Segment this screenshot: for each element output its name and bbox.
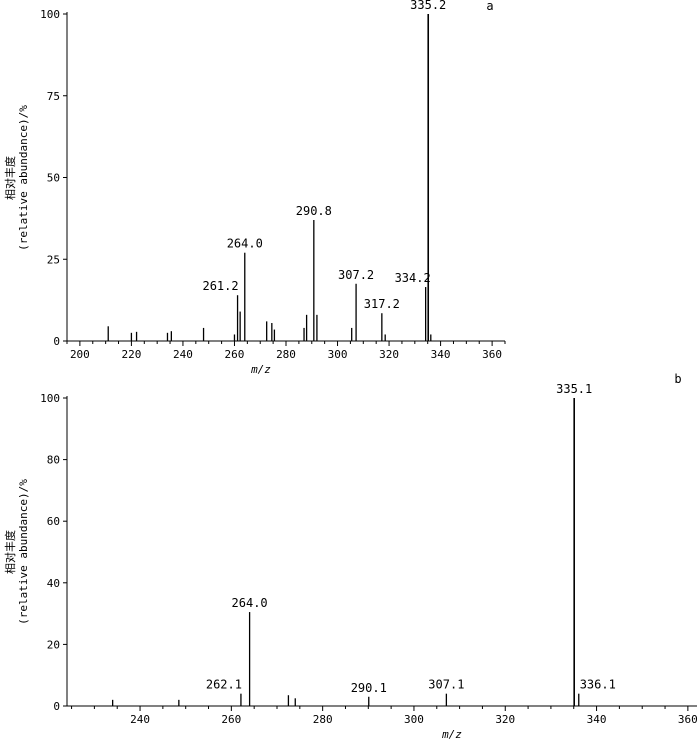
- y-tick-label: 40: [47, 577, 60, 590]
- peak-label: 290.1: [351, 681, 387, 695]
- peak-label: 334.2: [395, 271, 431, 285]
- y-tick-label: 60: [47, 515, 60, 528]
- peak-label: 264.0: [227, 237, 263, 251]
- x-tick-label: 300: [328, 348, 348, 361]
- panel-label: b: [674, 372, 681, 386]
- peak-label: 317.2: [364, 297, 400, 311]
- y-tick-label: 0: [53, 700, 60, 713]
- y-tick-label: 20: [47, 638, 60, 651]
- peak-label: 336.1: [580, 678, 616, 692]
- x-tick-label: 300: [404, 713, 424, 726]
- y-axis-title-en: (relative abundance)/%: [17, 105, 30, 251]
- y-tick-label: 100: [40, 8, 60, 21]
- x-tick-label: 260: [221, 713, 241, 726]
- x-tick-label: 340: [431, 348, 451, 361]
- y-axis-title-cn: 相对丰度: [3, 156, 17, 200]
- x-tick-label: 240: [130, 713, 150, 726]
- peak-label: 307.1: [428, 678, 464, 692]
- x-tick-label: 320: [379, 348, 399, 361]
- x-axis-title: m/z: [441, 728, 462, 741]
- x-tick-label: 260: [225, 348, 245, 361]
- peak-label: 264.0: [232, 596, 268, 610]
- spectrum-panel-b: 240 260 280 300 320 340 360 0 20 40 60 80 100 262.1 26…: [3, 372, 698, 741]
- peak-label: 335.2: [410, 0, 446, 12]
- y-axis-title-en: (relative abundance)/%: [17, 479, 30, 625]
- y-tick-label: 25: [47, 253, 60, 266]
- peak-label: 261.2: [202, 279, 238, 293]
- x-tick-label: 320: [495, 713, 515, 726]
- y-axis-title: 相对丰度 (relative abundance)/%: [3, 479, 30, 625]
- y-tick-label: 75: [47, 90, 60, 103]
- x-tick-label: 360: [678, 713, 698, 726]
- peak-label: 262.1: [206, 678, 242, 692]
- y-axis-title-cn: 相对丰度: [3, 530, 17, 574]
- peak-label: 307.2: [338, 268, 374, 282]
- y-tick-label: 50: [47, 172, 60, 185]
- x-tick-label: 360: [482, 348, 502, 361]
- peak-label: 335.1: [556, 382, 592, 396]
- x-tick-label: 280: [276, 348, 296, 361]
- x-tick-label: 240: [173, 348, 193, 361]
- peak-label: 290.8: [296, 204, 332, 218]
- y-tick-label: 0: [53, 335, 60, 348]
- x-tick-label: 220: [121, 348, 141, 361]
- y-axis-title: 相对丰度 (relative abundance)/%: [3, 105, 30, 251]
- y-tick-label: 80: [47, 454, 60, 467]
- x-tick-label: 340: [587, 713, 607, 726]
- panel-label: a: [486, 0, 493, 13]
- x-axis-title: m/z: [250, 363, 271, 376]
- x-tick-label: 280: [313, 713, 333, 726]
- spectrum-panel-a: 200 220 240 260 280 300 320 340 360 0 25 50 75 100 261…: [3, 0, 506, 376]
- x-tick-label: 200: [70, 348, 90, 361]
- y-tick-label: 100: [40, 392, 60, 405]
